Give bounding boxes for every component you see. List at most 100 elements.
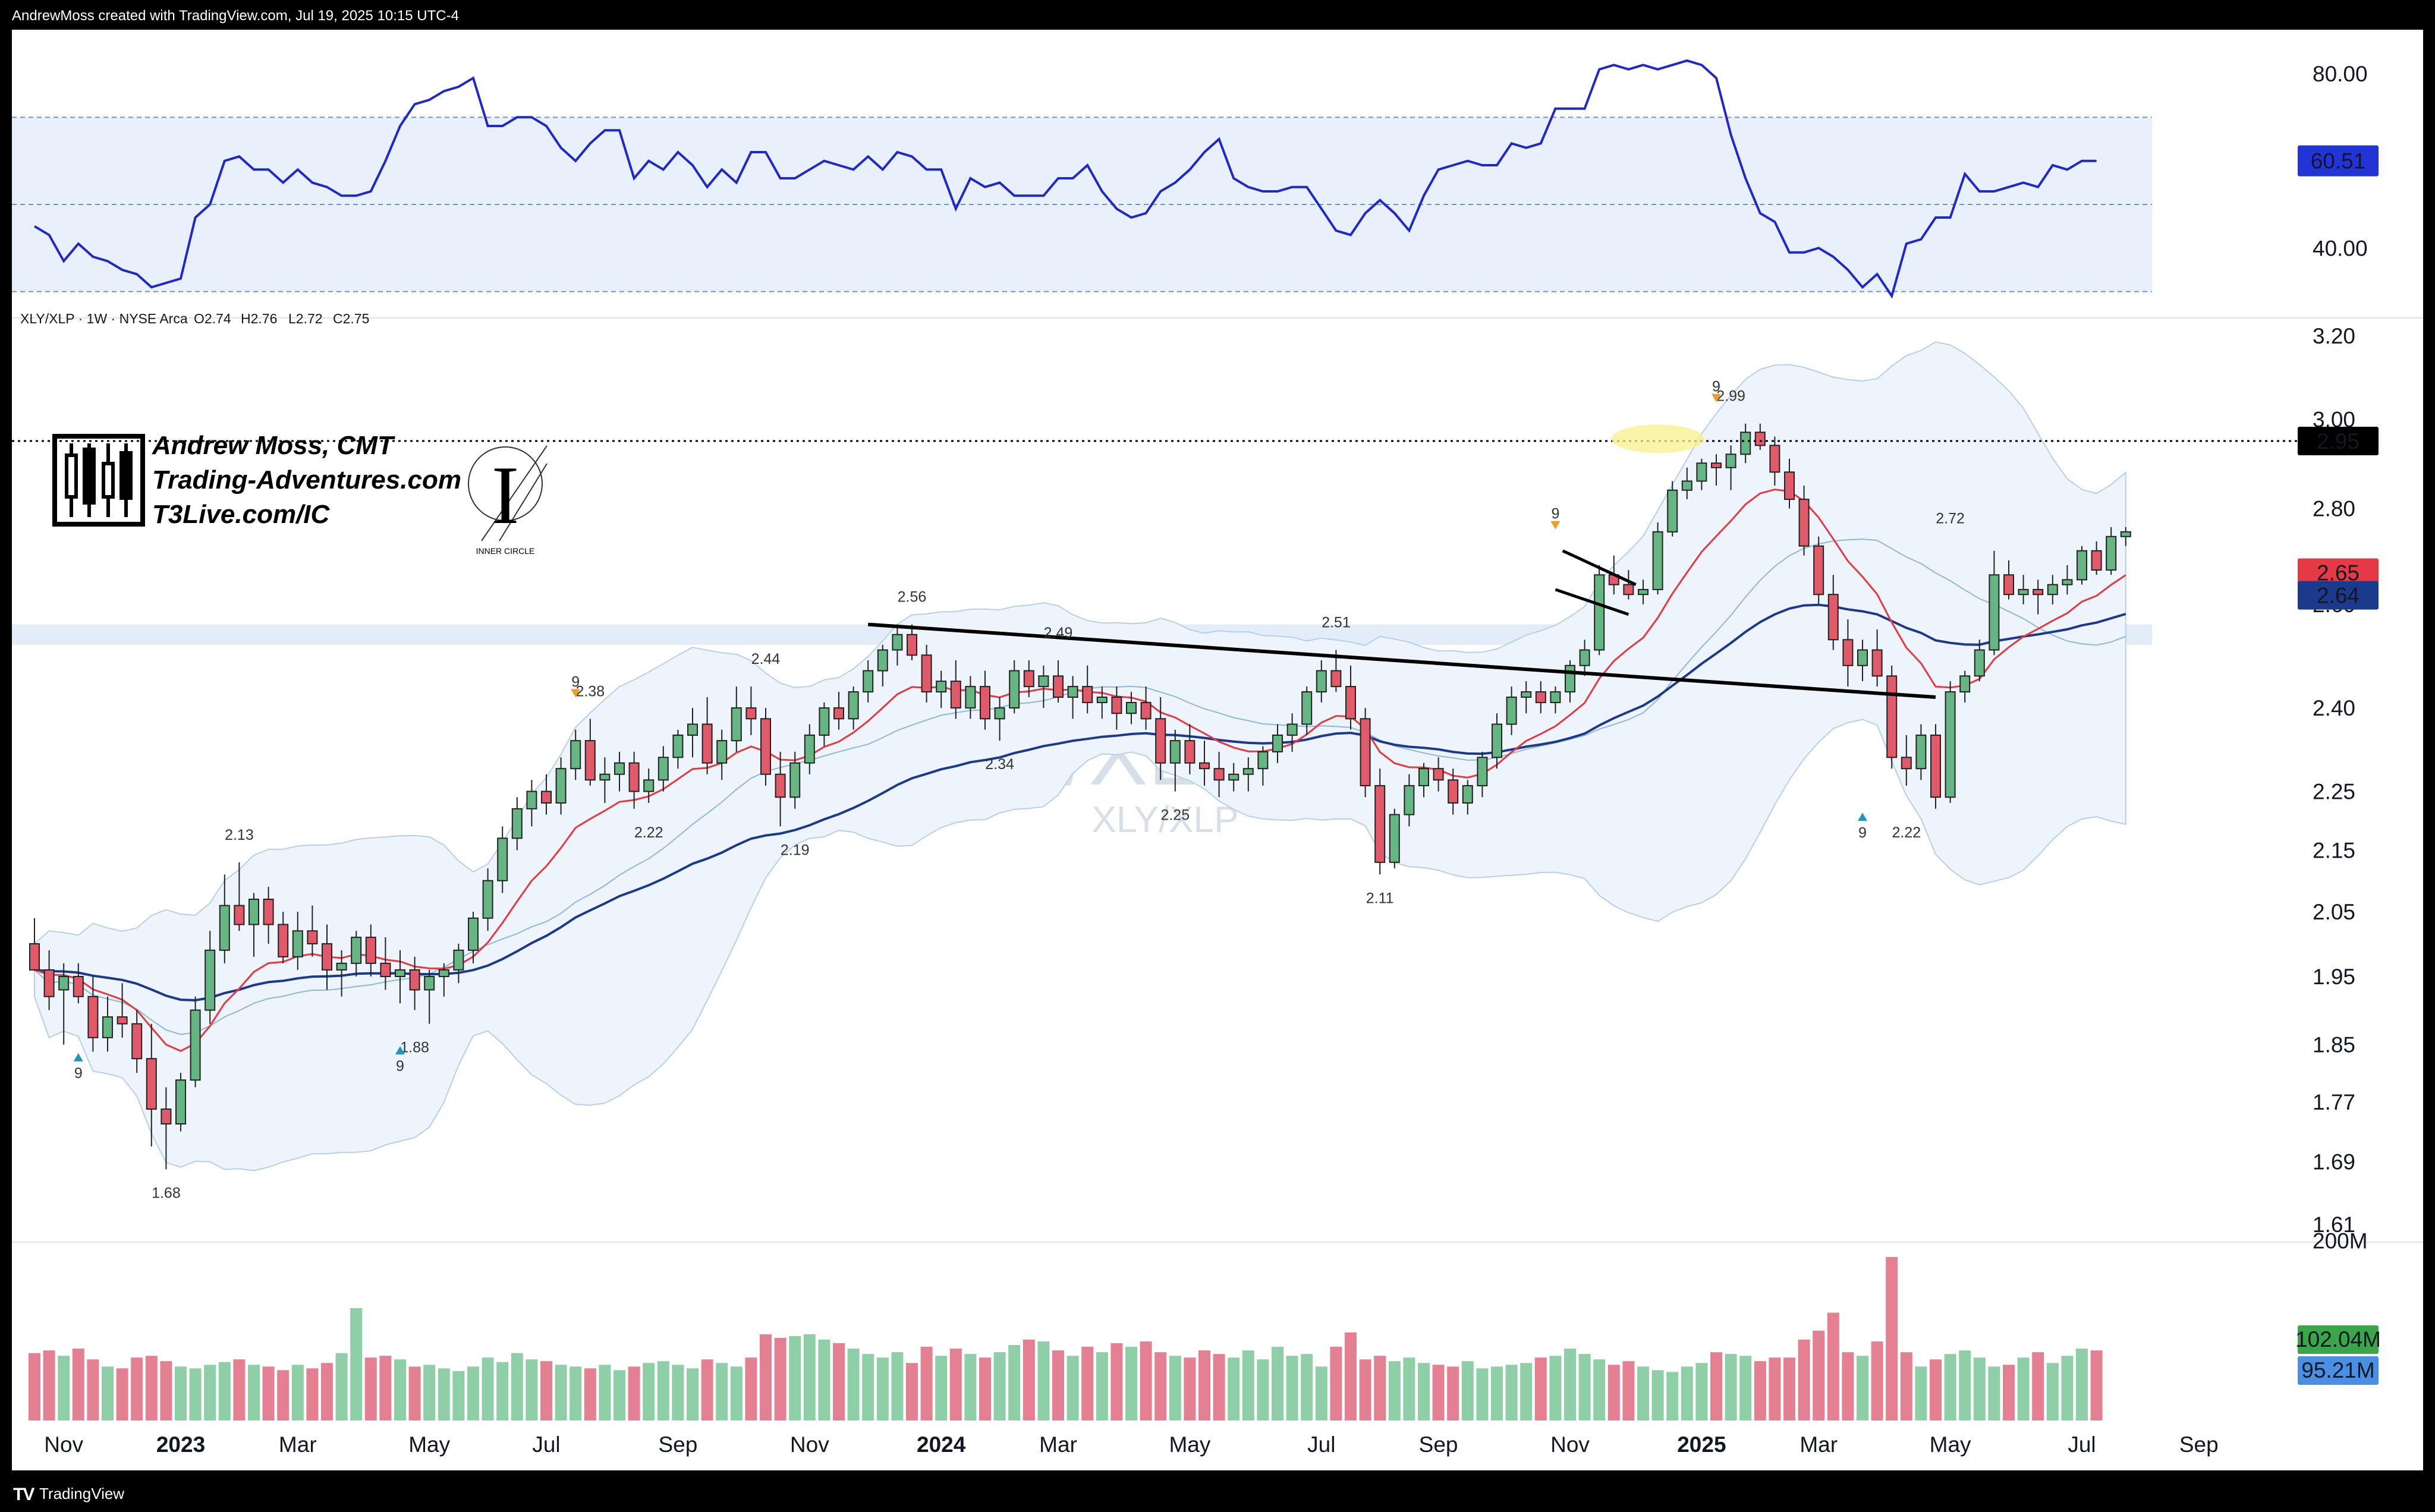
volume-bar	[350, 1308, 363, 1420]
volume-bar	[540, 1361, 552, 1420]
candle	[1242, 757, 1254, 792]
candle-body	[336, 962, 347, 971]
volume-bar	[964, 1354, 977, 1420]
candle-body	[1389, 814, 1400, 863]
volume-bar	[511, 1353, 523, 1420]
candle-body	[965, 686, 976, 709]
volume-bar	[570, 1366, 582, 1420]
candle-body	[1448, 779, 1459, 804]
candle	[1696, 458, 1707, 490]
candle	[248, 893, 259, 957]
candle	[1111, 686, 1122, 730]
candle-body	[102, 1016, 113, 1038]
volume-bar	[2076, 1349, 2088, 1420]
candle-body	[1886, 675, 1898, 758]
candle-body	[1374, 785, 1386, 863]
volume-bar	[876, 1357, 889, 1420]
candle	[1213, 751, 1225, 798]
volume-bar	[789, 1335, 801, 1420]
volume-bar	[2061, 1356, 2074, 1420]
candle	[58, 963, 70, 1045]
legend-symbol[interactable]: XLY/XLP · 1W · NYSE Arca	[20, 311, 188, 326]
candle-body	[1228, 773, 1239, 781]
volume-bar	[1110, 1343, 1123, 1420]
candle-body	[1345, 686, 1356, 720]
candle-body	[1067, 686, 1078, 698]
volume-bar	[1564, 1349, 1576, 1420]
candle	[1023, 660, 1034, 698]
candle-body	[1579, 649, 1590, 666]
volume-bar	[29, 1353, 40, 1420]
candle	[1535, 681, 1546, 714]
candle-body	[1272, 734, 1283, 752]
volume-bar	[803, 1334, 816, 1420]
candle	[102, 996, 113, 1052]
candle	[1827, 575, 1839, 650]
volume-pane	[29, 1256, 2103, 1420]
candle-body	[745, 707, 757, 720]
brand-logo	[52, 434, 145, 527]
volume-bar	[1959, 1350, 1971, 1420]
volume-bar	[1330, 1347, 1342, 1420]
candle-body	[1140, 702, 1152, 720]
time-tick-label: Mar	[279, 1432, 317, 1457]
time-tick-label: Sep	[1419, 1432, 1458, 1457]
tradingview-logo-icon[interactable]: TV	[13, 1485, 34, 1504]
volume-bar	[496, 1362, 509, 1420]
volume-bar	[1476, 1368, 1489, 1420]
volume-bar	[1198, 1350, 1210, 1420]
volume-bar	[920, 1347, 933, 1420]
pivot-label: 1.68	[152, 1185, 181, 1201]
candle	[1169, 729, 1181, 792]
candle-body	[43, 969, 55, 997]
candle-body	[1594, 574, 1605, 651]
candle	[307, 905, 318, 957]
volume-bar	[1754, 1361, 1766, 1420]
candle	[468, 912, 479, 963]
tradingview-brand[interactable]: TradingView	[39, 1485, 125, 1502]
candle-body	[584, 740, 596, 781]
candle-body	[1477, 757, 1488, 786]
rsi-last-value: 60.51	[2311, 149, 2366, 174]
volume-bar	[291, 1365, 304, 1420]
candle	[1579, 640, 1590, 676]
time-tick-label: May	[1169, 1432, 1210, 1457]
candle	[555, 757, 567, 815]
brand-website[interactable]: Trading-Adventures.com	[152, 465, 461, 494]
volume-bar	[1871, 1341, 1883, 1420]
time-tick-label: Jul	[2068, 1432, 2096, 1457]
volume-bar	[233, 1359, 246, 1420]
rsi-pane	[12, 59, 2423, 319]
brand-ic-link[interactable]: T3Live.com/IC	[152, 500, 331, 529]
candle-body	[58, 976, 70, 991]
volume-bar	[862, 1354, 874, 1420]
volume-bar	[643, 1363, 655, 1420]
candle-body	[482, 880, 493, 919]
pivot-label: 2.38	[575, 683, 605, 700]
volume-bar	[1637, 1366, 1649, 1420]
candle-body	[1827, 594, 1839, 641]
candle-body	[2047, 584, 2058, 596]
volume-bar	[745, 1357, 757, 1420]
price-tick-label: 2.80	[2313, 497, 2355, 521]
candle	[1740, 423, 1751, 464]
candle	[1140, 686, 1152, 730]
candle	[1594, 565, 1605, 656]
candle-body	[1360, 718, 1371, 786]
price-tick-label: 2.40	[2313, 696, 2355, 720]
candle	[965, 676, 976, 719]
candle-body	[219, 905, 230, 951]
candle	[1053, 660, 1064, 703]
volume-bar	[145, 1356, 158, 1420]
candle	[1301, 686, 1313, 735]
candle-body	[1521, 691, 1532, 698]
pivot-label: 2.13	[225, 827, 254, 843]
volume-bar	[1140, 1341, 1152, 1420]
volume-badge	[2298, 1325, 2379, 1354]
chart-frame[interactable]: XLY/XLP, 1W XLY/XLP XLY/XLP · 1W · NYSE …	[12, 30, 2423, 1470]
rsi-tick-label: 40.00	[2313, 236, 2368, 260]
volume-bar	[993, 1352, 1006, 1420]
candle-body	[1623, 584, 1634, 596]
candle	[1155, 697, 1166, 780]
chart-canvas[interactable]: XLY/XLP, 1W XLY/XLP XLY/XLP · 1W · NYSE …	[12, 30, 2423, 1470]
